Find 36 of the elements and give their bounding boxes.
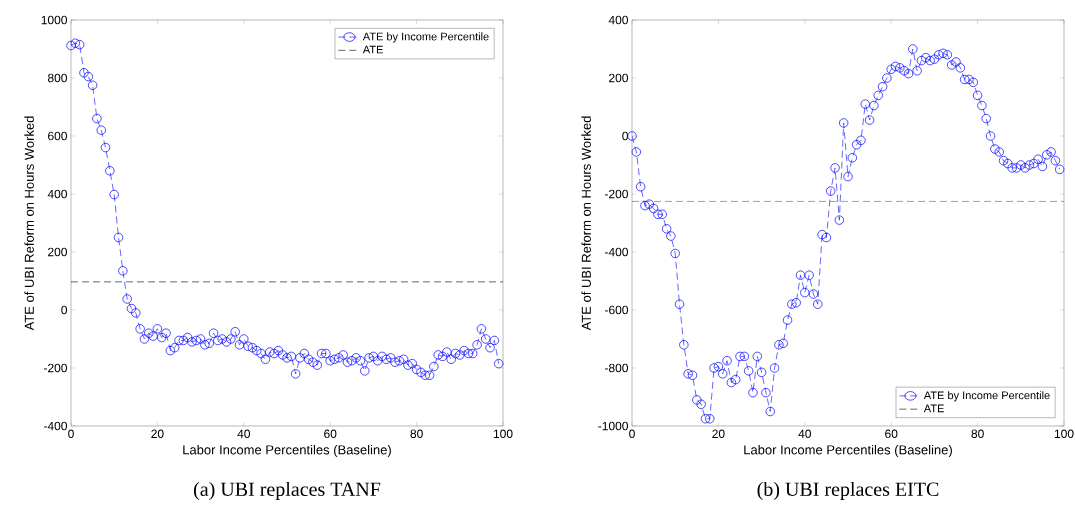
y-tick-label: -200 <box>604 189 629 199</box>
y-tick-label: 0 <box>622 131 629 141</box>
legend-label: ATE by Income Percentile <box>923 391 1050 402</box>
x-tick-label: 20 <box>712 429 725 439</box>
x-tick-label: 20 <box>151 429 164 439</box>
y-axis-title: ATE of UBI Reform on Hours Worked <box>24 116 34 331</box>
text: (b) UBI replaces EITC <box>757 481 939 501</box>
x-tick-label: 100 <box>493 429 513 439</box>
y-tick-label: -400 <box>43 421 68 431</box>
legend-label: ATE by Income Percentile <box>362 32 489 43</box>
y-tick-label: -600 <box>604 305 629 315</box>
y-tick-label: 400 <box>608 15 629 25</box>
x-tick-label: 100 <box>1054 429 1074 439</box>
y-tick-label: 600 <box>48 131 68 141</box>
y-tick-label: 0 <box>61 305 68 315</box>
y-tick-label: 800 <box>47 73 68 83</box>
x-tick-label: 80 <box>971 429 984 439</box>
y-tick-label: 1000 <box>41 15 67 25</box>
x-tick-label: 80 <box>410 429 423 439</box>
x-axis-title: Labor Income Percentiles (Baseline) <box>183 444 391 458</box>
x-tick-label: 60 <box>324 429 337 439</box>
y-tick-label: -1000 <box>598 421 629 431</box>
x-tick-label: 60 <box>885 429 898 439</box>
y-axis-title: ATE of UBI Reform on Hours Worked <box>581 116 591 331</box>
text: (a) UBI replaces TANF <box>194 481 381 501</box>
x-axis-title: Labor Income Percentiles (Baseline) <box>744 444 952 458</box>
y-tick-label: 200 <box>609 73 629 83</box>
y-tick-label: -400 <box>604 247 629 257</box>
y-tick-label: -800 <box>604 363 629 373</box>
y-tick-label: 200 <box>48 247 68 257</box>
y-tick-label: -200 <box>43 363 68 373</box>
y-tick-label: 400 <box>47 189 68 199</box>
x-tick-label: 40 <box>237 429 251 439</box>
legend-label: ATE <box>923 404 944 413</box>
legend-label: ATE <box>362 45 383 54</box>
x-tick-label: 40 <box>798 429 812 439</box>
